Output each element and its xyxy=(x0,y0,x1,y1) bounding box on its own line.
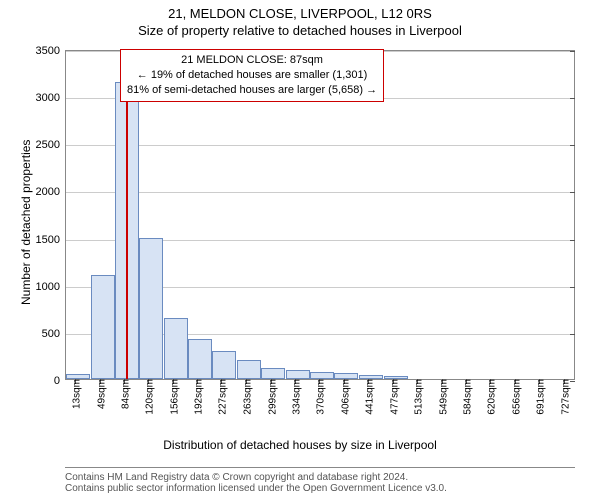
ytick-label: 500 xyxy=(42,328,66,340)
xtick-label: 370sqm xyxy=(312,379,327,415)
gridline xyxy=(66,145,574,146)
xtick-label: 406sqm xyxy=(336,379,351,415)
xtick-label: 263sqm xyxy=(239,379,254,415)
xtick-label: 84sqm xyxy=(116,379,131,409)
xtick-label: 192sqm xyxy=(190,379,205,415)
title-line-2: Size of property relative to detached ho… xyxy=(0,23,600,40)
xtick-label: 691sqm xyxy=(532,379,547,415)
histogram-bar xyxy=(91,275,115,379)
ytick-label: 2000 xyxy=(36,186,66,198)
ytick-label: 0 xyxy=(54,375,66,387)
xtick-label: 156sqm xyxy=(165,379,180,415)
y-axis-label: Number of detached properties xyxy=(19,140,33,305)
xtick-label: 620sqm xyxy=(483,379,498,415)
ytick-label: 2500 xyxy=(36,139,66,151)
histogram-bar xyxy=(286,370,310,379)
xtick-label: 441sqm xyxy=(360,379,375,415)
histogram-bar xyxy=(164,318,188,379)
footer-attribution: Contains HM Land Registry data © Crown c… xyxy=(65,467,575,494)
xtick-label: 334sqm xyxy=(287,379,302,415)
ytick-mark xyxy=(570,287,575,288)
histogram-bar xyxy=(188,339,212,379)
histogram-bar xyxy=(261,368,285,379)
ytick-mark xyxy=(570,334,575,335)
x-axis-label: Distribution of detached houses by size … xyxy=(0,438,600,452)
xtick-label: 49sqm xyxy=(92,379,107,409)
xtick-label: 584sqm xyxy=(458,379,473,415)
histogram-bar xyxy=(237,360,261,379)
ytick-label: 1000 xyxy=(36,281,66,293)
ytick-mark xyxy=(570,51,575,52)
footer-line-2: Contains public sector information licen… xyxy=(65,483,575,494)
chart-title: 21, MELDON CLOSE, LIVERPOOL, L12 0RS Siz… xyxy=(0,0,600,40)
xtick-label: 727sqm xyxy=(556,379,571,415)
footer-line-1: Contains HM Land Registry data © Crown c… xyxy=(65,472,575,483)
xtick-label: 656sqm xyxy=(508,379,523,415)
ytick-mark xyxy=(570,98,575,99)
xtick-label: 13sqm xyxy=(67,379,82,409)
xtick-label: 227sqm xyxy=(214,379,229,415)
xtick-label: 299sqm xyxy=(263,379,278,415)
xtick-label: 513sqm xyxy=(410,379,425,415)
ytick-mark xyxy=(570,240,575,241)
ytick-mark xyxy=(570,145,575,146)
histogram-bar xyxy=(139,238,163,379)
callout-line-2: ← 19% of detached houses are smaller (1,… xyxy=(127,68,377,83)
ytick-label: 3000 xyxy=(36,92,66,104)
ytick-mark xyxy=(570,192,575,193)
chart-container: 21, MELDON CLOSE, LIVERPOOL, L12 0RS Siz… xyxy=(0,0,600,500)
xtick-label: 477sqm xyxy=(385,379,400,415)
gridline xyxy=(66,192,574,193)
callout-line-3: 81% of semi-detached houses are larger (… xyxy=(127,83,377,98)
ytick-label: 3500 xyxy=(36,45,66,57)
callout-line-1: 21 MELDON CLOSE: 87sqm xyxy=(127,53,377,68)
xtick-label: 549sqm xyxy=(434,379,449,415)
histogram-bar xyxy=(310,372,334,379)
title-line-1: 21, MELDON CLOSE, LIVERPOOL, L12 0RS xyxy=(0,6,600,23)
histogram-bar xyxy=(212,351,236,379)
xtick-label: 120sqm xyxy=(141,379,156,415)
ytick-label: 1500 xyxy=(36,234,66,246)
property-callout-box: 21 MELDON CLOSE: 87sqm ← 19% of detached… xyxy=(120,49,384,102)
